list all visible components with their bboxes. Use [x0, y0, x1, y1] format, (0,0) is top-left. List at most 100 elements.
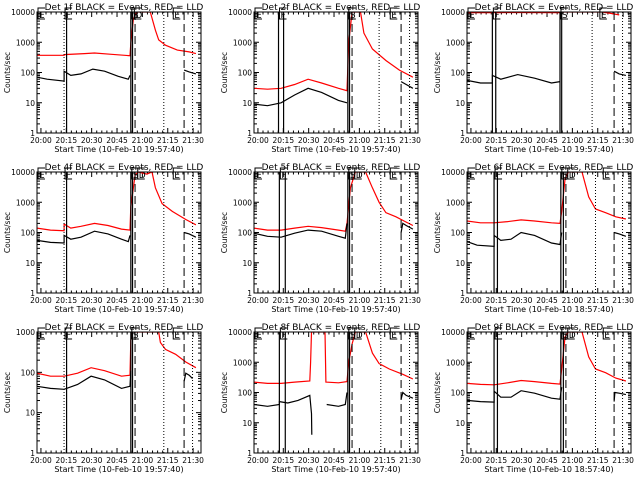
marker-bracket [131, 167, 139, 180]
marker-bracket [602, 167, 611, 180]
y-tick-label: 10 [242, 419, 252, 428]
marker-s-label: S [563, 171, 569, 181]
x-tick-label: 20:15 [485, 456, 507, 465]
marker-bracket [599, 7, 607, 20]
x-tick-label: 21:15 [374, 136, 396, 145]
plot-area [37, 332, 197, 453]
marker-e-label: E [604, 171, 610, 181]
marker-e-label: E [256, 11, 262, 21]
y-tick-label: 1 [460, 289, 465, 298]
marker-bracket [494, 167, 503, 180]
y-tick-label: 1 [30, 289, 35, 298]
y-tick-label: 1000 [446, 38, 465, 47]
y-tick-label: 1 [247, 289, 252, 298]
x-tick-label: 20:00 [247, 296, 269, 305]
series-events-line [37, 68, 131, 82]
series-lld-line [467, 332, 627, 386]
marker-bracket [37, 327, 45, 340]
y-tick-label: 1 [460, 449, 465, 458]
y-tick-label: 10000 [11, 168, 35, 177]
x-axis-label: Start Time (10-Feb-10 19:57:40) [54, 145, 183, 154]
marker-s-label: S [350, 331, 356, 341]
marker-s-label: S [350, 11, 356, 21]
x-tick-label: 20:30 [81, 296, 103, 305]
marker-s-label: S [133, 171, 139, 181]
marker-bracket [133, 7, 142, 20]
marker-bracket [354, 167, 362, 180]
panel-title: Det 4f BLACK = Events, RED = LLD [45, 163, 204, 173]
y-tick-label: 1 [460, 129, 465, 138]
x-tick-label: 20:00 [30, 136, 52, 145]
x-tick-label: 20:30 [511, 296, 533, 305]
series-events-tail [613, 70, 627, 76]
series-lld-line [254, 12, 414, 92]
series-events-line [37, 230, 131, 244]
x-tick-label: 20:15 [272, 296, 294, 305]
series-lld-line [254, 172, 414, 232]
y-tick-label: 10000 [228, 8, 252, 17]
y-tick-label: 1000 [446, 198, 465, 207]
marker-bracket [348, 167, 356, 180]
y-axis-label: Counts/sec [433, 372, 442, 413]
panel-det-3: Det 3f BLACK = Events, RED = LLD Counts/s… [433, 3, 634, 154]
x-axis-label: Start Time (10-Feb-10 19:57:40) [271, 305, 400, 314]
y-tick-label: 100 [21, 229, 36, 238]
x-tick-label: 21:15 [157, 456, 179, 465]
marker-bracket [354, 327, 362, 340]
x-tick-label: 20:45 [106, 136, 128, 145]
marker-bracket [567, 327, 575, 340]
marker-bracket [467, 7, 475, 20]
series-events-line [467, 73, 561, 84]
x-tick-label: 20:00 [460, 136, 482, 145]
marker-f-label: F [66, 171, 71, 181]
y-tick-label: 100 [451, 69, 466, 78]
series-events-tail [613, 391, 627, 402]
x-tick-label: 20:30 [298, 296, 320, 305]
x-tick-label: 21:00 [349, 456, 371, 465]
panel-det-1: Det 1f BLACK = Events, RED = LLD Counts/s… [3, 3, 204, 154]
x-tick-label: 21:00 [349, 296, 371, 305]
y-tick-label: 10 [455, 419, 465, 428]
x-tick-label: 20:45 [323, 296, 345, 305]
x-tick-label: 20:15 [272, 136, 294, 145]
panel-det-8: Det 8f BLACK = Events, RED = LLD Counts/s… [220, 323, 421, 474]
y-tick-label: 1000 [233, 38, 252, 47]
x-axis-label: Start Time (10-Feb-10 19:57:40) [271, 145, 400, 154]
x-axis-label: Start Time (10-Feb-10 18:57:40) [484, 305, 613, 314]
y-tick-label: 10 [25, 99, 35, 108]
plot-area [467, 332, 627, 453]
marker-bracket [348, 327, 356, 340]
y-tick-label: 10 [242, 99, 252, 108]
series-events-line [467, 231, 563, 247]
series-events-line [254, 223, 348, 239]
marker-bracket [254, 7, 262, 20]
panel-det-4: Det 4f BLACK = Events, RED = LLD Counts/s… [3, 163, 204, 314]
x-tick-label: 20:45 [323, 456, 345, 465]
panel-det-7: Det 7f BLACK = Events, RED = LLD Counts/s… [3, 323, 204, 474]
marker-e-label: E [391, 331, 397, 341]
plot-frame [36, 331, 202, 454]
series-lld-line [37, 332, 197, 377]
y-tick-label: 1000 [16, 38, 35, 47]
y-tick-label: 10 [455, 99, 465, 108]
marker-bracket [389, 327, 398, 340]
series-lld-line [37, 12, 197, 57]
y-tick-label: 100 [451, 389, 466, 398]
panel-title: Det 8f BLACK = Events, RED = LLD [262, 323, 421, 333]
y-tick-label: 10000 [441, 328, 465, 337]
x-tick-label: 21:15 [157, 296, 179, 305]
marker-e-label: E [469, 11, 475, 21]
x-tick-label: 21:30 [182, 456, 204, 465]
panel-det-2: Det 2f BLACK = Events, RED = LLD Counts/s… [220, 3, 421, 154]
y-tick-label: 10 [25, 259, 35, 268]
panel-det-9: Det 9f BLACK = Events, RED = LLD Counts/s… [433, 323, 634, 474]
plot-frame [253, 171, 419, 294]
x-tick-label: 20:30 [511, 136, 533, 145]
series-events-tail [400, 391, 414, 400]
marker-f-label: F [281, 331, 286, 341]
x-tick-label: 21:30 [399, 136, 421, 145]
marker-s-label: S [563, 331, 569, 341]
series-events-tail [613, 231, 627, 237]
marker-bracket [389, 167, 398, 180]
